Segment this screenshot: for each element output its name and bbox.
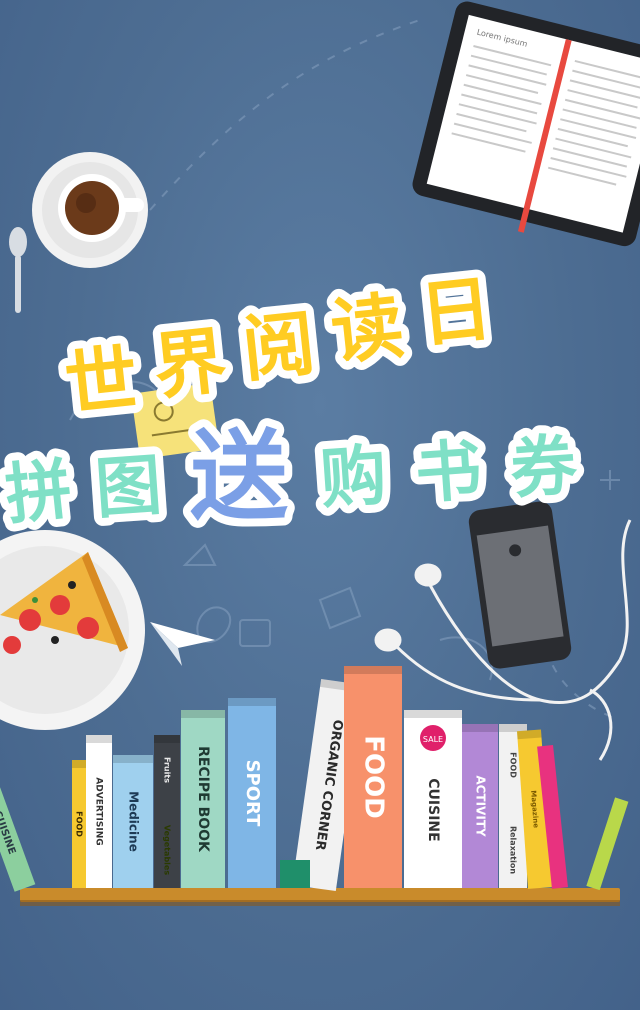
svg-text:购: 购 (318, 437, 389, 518)
book-spine: Relaxation (509, 826, 518, 874)
book-spine: FOOD (72, 760, 86, 888)
headline-line1: 世世 界界 阅阅 读读 日日 (53, 258, 504, 435)
book-body (462, 724, 498, 888)
book-label: FOOD (359, 735, 389, 819)
headline-line2: 拼拼 图图 送送 购购 书书 券券 (0, 412, 588, 542)
book-label: ADVERTISING (94, 777, 104, 845)
svg-text:界: 界 (150, 318, 230, 409)
svg-text:图: 图 (93, 447, 164, 528)
coffee-cup-icon (32, 152, 148, 268)
book-label: FOOD (75, 811, 84, 837)
book-spine: FOOD (344, 666, 402, 888)
headline-char: 送送 (182, 412, 296, 542)
book-body (86, 735, 112, 888)
bookshelf (20, 888, 620, 902)
svg-text:读: 读 (327, 283, 407, 374)
smartphone-icon (468, 501, 572, 669)
headline-char: 日日 (408, 258, 504, 365)
book-body (72, 760, 86, 888)
paper-plane-icon (150, 622, 215, 666)
book-spine: SALE (404, 710, 462, 888)
svg-text:送: 送 (190, 420, 288, 534)
headline-char: 券券 (500, 418, 588, 515)
svg-text:券: 券 (508, 426, 580, 507)
book-body (154, 735, 180, 888)
book-label: SALE (423, 735, 443, 744)
book-spine: ACTIVITY (462, 724, 498, 888)
headline-char: 界界 (142, 310, 238, 417)
sticky-note-icon (130, 382, 220, 460)
headline-char: 书书 (405, 424, 492, 521)
svg-text:日: 日 (416, 266, 496, 357)
svg-text:界: 界 (150, 318, 230, 409)
headline-char: 拼拼 (0, 442, 84, 541)
book-label: CUISINE (425, 778, 441, 841)
book-body (228, 698, 276, 888)
pizza-plate-icon (0, 530, 145, 730)
headline: 世世 界界 阅阅 读读 日日 拼拼 图图 送送 购购 书书 券券 (0, 258, 588, 542)
book-spine: RECIPE BOOK (181, 710, 225, 888)
svg-text:世: 世 (61, 336, 141, 427)
earphones-icon (374, 519, 632, 761)
headline-char: 图图 (85, 439, 172, 536)
svg-text:阅: 阅 (238, 301, 318, 392)
book-spine: SPORT (228, 698, 276, 888)
book-label: Relaxation (509, 826, 518, 874)
headline-char: 阅阅 (230, 293, 326, 400)
book-label: Fruits (163, 757, 172, 783)
svg-text:阅: 阅 (238, 301, 318, 392)
svg-text:购: 购 (318, 437, 389, 518)
book-label: RECIPE BOOK (195, 746, 211, 853)
book-spine: Medicine (113, 755, 153, 888)
svg-text:书: 书 (413, 432, 484, 513)
book-body (113, 755, 153, 888)
book-label: ACTIVITY (474, 775, 488, 837)
book-spine (537, 744, 568, 889)
book-spine: Vegetables (163, 825, 172, 875)
svg-text:书: 书 (413, 432, 484, 513)
book-spine: ADVERTISING (86, 735, 112, 888)
book-spine: CUISINE (0, 773, 36, 892)
book-body (344, 666, 402, 888)
book-spine (586, 797, 629, 891)
book-label: FOOD (509, 752, 518, 778)
sale-badge-icon (420, 725, 446, 751)
svg-text:拼: 拼 (2, 450, 76, 533)
books-group: CUISINE FOOD ADVERTISING Medicine Fruits Vege… (0, 666, 629, 892)
svg-text:拼: 拼 (2, 450, 76, 533)
headline-char: 世世 (53, 328, 149, 435)
svg-text:世: 世 (61, 336, 141, 427)
book-spine: CUISINE (425, 778, 441, 841)
svg-text:券: 券 (508, 426, 580, 507)
headline-char: 购购 (310, 429, 397, 526)
book-label: Magazine (529, 790, 540, 828)
headline-char: 读读 (319, 275, 415, 382)
svg-text:日: 日 (416, 266, 496, 357)
book-label: Medicine (127, 791, 141, 852)
book-label: Vegetables (163, 825, 172, 875)
book-spine (280, 860, 310, 888)
svg-text:读: 读 (327, 283, 407, 374)
book-label: SPORT (242, 760, 263, 828)
svg-text:送: 送 (190, 420, 288, 534)
book-body (0, 773, 36, 892)
tablet-icon: Lorem ipsum (412, 1, 640, 247)
book-body (181, 710, 225, 888)
svg-text:图: 图 (93, 447, 164, 528)
book-spine: Fruits (154, 735, 180, 888)
spoon-icon (9, 227, 27, 313)
